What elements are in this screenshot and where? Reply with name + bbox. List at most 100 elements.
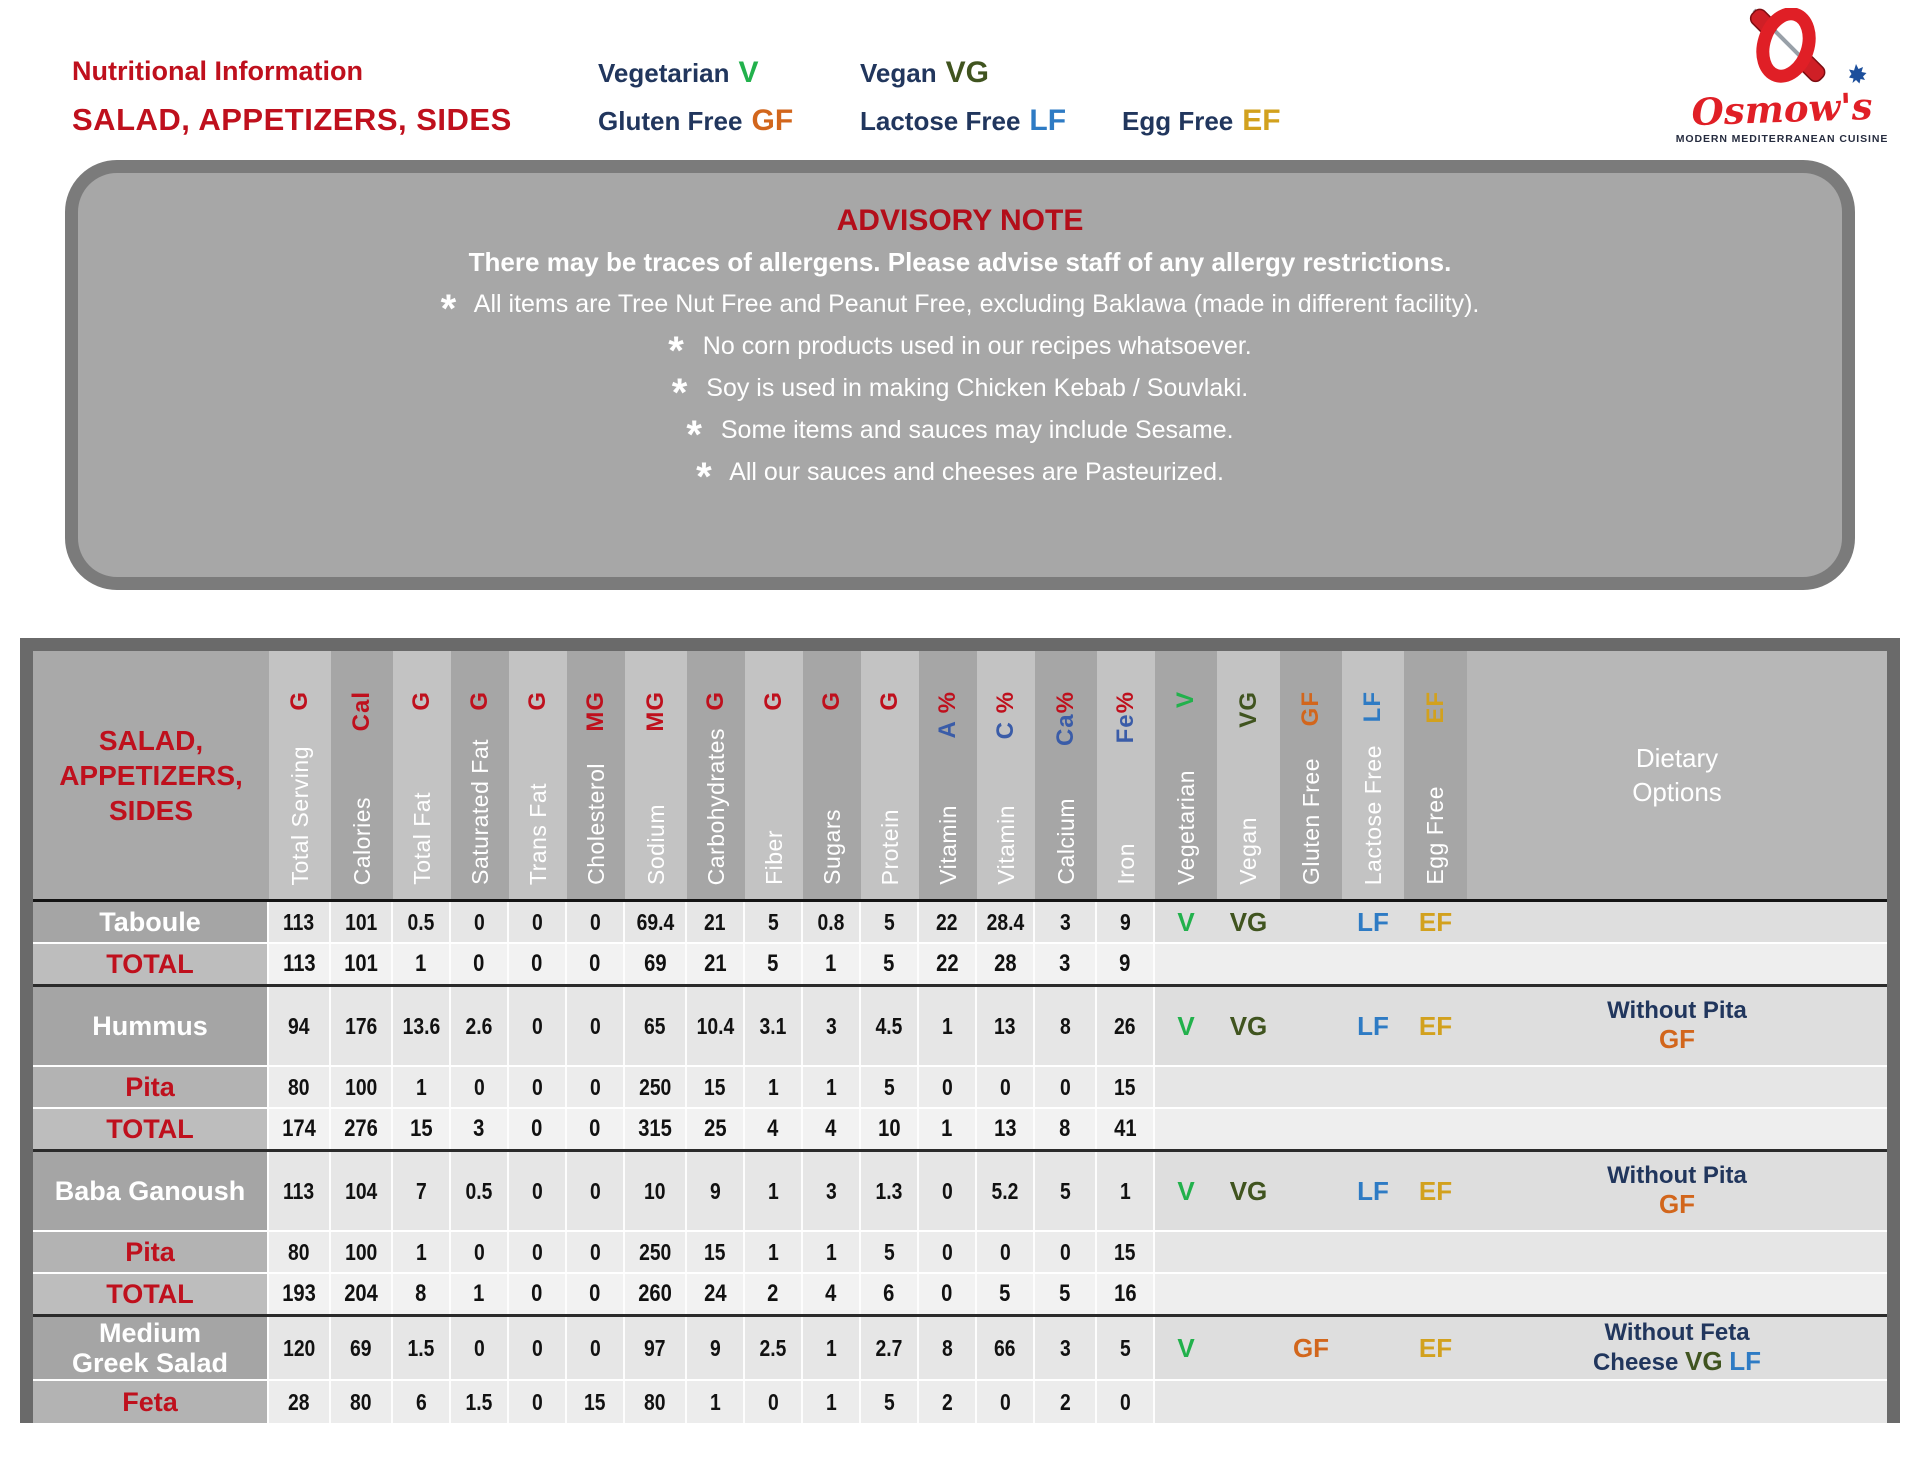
value-text: 10.4 xyxy=(696,1012,734,1039)
legend-label: Vegetarian xyxy=(598,58,730,88)
column-name: Vitamin xyxy=(934,805,961,885)
value-cell: 15 xyxy=(687,1232,745,1272)
advisory-bullet: * Some items and sauces may include Sesa… xyxy=(78,409,1842,456)
column-unit: G xyxy=(524,691,551,711)
advisory-bullet-text: No corn products used in our recipes wha… xyxy=(695,332,1252,360)
dietary-cell: Without Pita GF xyxy=(1467,1152,1887,1230)
value-cell: 0 xyxy=(451,944,509,984)
value-text: 3 xyxy=(1059,950,1071,977)
value-cell: 113 xyxy=(269,944,331,984)
badge-gf: GF xyxy=(1280,1317,1342,1379)
value-text: 0 xyxy=(473,908,485,935)
column-unit: Fe% xyxy=(1112,691,1139,743)
value-text: 1 xyxy=(825,1073,837,1100)
value-cell: 0 xyxy=(509,1067,567,1107)
dietary-line: Without Pita xyxy=(1607,1162,1747,1190)
value-cell: 5 xyxy=(977,1274,1035,1314)
value-text: 22 xyxy=(936,908,958,935)
value-text: 204 xyxy=(344,1280,378,1307)
dietary-cell xyxy=(1467,1109,1887,1149)
value-cell: 120 xyxy=(269,1317,331,1379)
value-cell: 2.7 xyxy=(861,1317,919,1379)
column-header-vegetarian: V Vegetarian xyxy=(1155,651,1217,899)
column-unit: Cal xyxy=(348,691,375,732)
column-name: Lactose Free xyxy=(1359,744,1386,885)
column-name: Total Serving xyxy=(286,745,313,885)
value-cell: 2.5 xyxy=(745,1317,803,1379)
dietary-seg: Without Feta xyxy=(1604,1319,1750,1346)
dietary-cell xyxy=(1467,944,1887,984)
value-cell: 69 xyxy=(625,944,687,984)
value-cell: 0 xyxy=(567,987,625,1065)
column-header-vitamin: C % Vitamin xyxy=(977,651,1035,899)
value-text: 8 xyxy=(1059,1115,1071,1142)
value-text: 69.4 xyxy=(636,908,674,935)
value-text: 5 xyxy=(767,950,779,977)
unit-seg: G xyxy=(466,691,493,711)
column-header-sugars: G Sugars xyxy=(803,651,861,899)
column-unit: G xyxy=(760,691,787,711)
asterisk-icon: * xyxy=(696,455,712,499)
value-text: 0 xyxy=(589,1238,601,1265)
value-cell: 80 xyxy=(269,1232,331,1272)
value-cell: 13 xyxy=(977,987,1035,1065)
value-text: 13.6 xyxy=(402,1012,440,1039)
column-name: Vegan xyxy=(1235,817,1261,885)
value-cell: 69 xyxy=(331,1317,393,1379)
legend-badge: GF xyxy=(751,104,794,137)
unit-seg: G xyxy=(408,691,435,711)
legend-badge: LF xyxy=(1029,104,1067,137)
value-text: 25 xyxy=(703,1115,727,1142)
advisory-bullet: * All our sauces and cheeses are Pasteur… xyxy=(78,451,1842,498)
logo-skewer-icon xyxy=(1749,7,1867,84)
value-text: 120 xyxy=(282,1334,316,1361)
value-cell: 113 xyxy=(269,902,331,942)
value-cell: 260 xyxy=(625,1274,687,1314)
value-text: 5 xyxy=(1059,1280,1071,1307)
table-body: Taboule 113 101 0.5 0 0 0 69.4 21 5 0.8 5 22 28.4 3 9 V V… xyxy=(33,902,1887,1423)
dietary-seg: GF xyxy=(1658,1024,1696,1054)
unit-seg: % xyxy=(992,691,1019,714)
column-unit: V xyxy=(1172,691,1199,708)
value-cell: 0 xyxy=(919,1067,977,1107)
value-text: 315 xyxy=(638,1115,672,1142)
value-text: 101 xyxy=(344,908,378,935)
value-text: 104 xyxy=(344,1177,378,1204)
badge-cell xyxy=(1217,944,1280,984)
column-header-fiber: G Fiber xyxy=(745,651,803,899)
value-cell: 1 xyxy=(803,1381,861,1423)
table-row: TOTAL 113 101 1 0 0 0 69 21 5 1 5 22 28 3 9 xyxy=(33,942,1887,984)
value-text: 0 xyxy=(589,1073,601,1100)
value-text: 250 xyxy=(638,1073,672,1100)
legend-item-lf: Lactose Free LF xyxy=(860,104,1066,138)
column-header-lactose-free: LF Lactose Free xyxy=(1342,651,1404,899)
value-text: 13 xyxy=(993,1115,1017,1142)
value-text: 15 xyxy=(584,1388,606,1415)
value-cell: 5 xyxy=(861,1067,919,1107)
value-cell: 0 xyxy=(1035,1067,1097,1107)
value-cell: 65 xyxy=(625,987,687,1065)
value-cell: 0 xyxy=(509,1232,567,1272)
column-name: Sugars xyxy=(818,809,845,885)
value-cell: 8 xyxy=(1035,1109,1097,1149)
badge-vg: VG xyxy=(1217,1152,1280,1230)
column-header-total-fat: G Total Fat xyxy=(393,651,451,899)
value-text: 100 xyxy=(344,1073,378,1100)
asterisk-icon: * xyxy=(686,413,702,457)
value-cell: 1.3 xyxy=(861,1152,919,1230)
unit-seg: Cal xyxy=(348,691,375,732)
value-text: 1 xyxy=(709,1388,721,1415)
value-cell: 15 xyxy=(1097,1067,1155,1107)
value-text: 0 xyxy=(941,1280,953,1307)
legend-label: Lactose Free xyxy=(860,106,1021,136)
badge-v: V xyxy=(1155,902,1217,942)
legend-label: Egg Free xyxy=(1122,106,1234,136)
value-cell: 5 xyxy=(1097,1317,1155,1379)
value-cell: 100 xyxy=(331,1067,393,1107)
value-cell: 1 xyxy=(919,987,977,1065)
value-cell: 5 xyxy=(1035,1152,1097,1230)
value-cell: 26 xyxy=(1097,987,1155,1065)
value-cell: 9 xyxy=(1097,902,1155,942)
advisory-title: ADVISORY NOTE xyxy=(836,204,1084,237)
table-row: Pita 80 100 1 0 0 0 250 15 1 1 5 0 0 0 15 xyxy=(33,1230,1887,1272)
